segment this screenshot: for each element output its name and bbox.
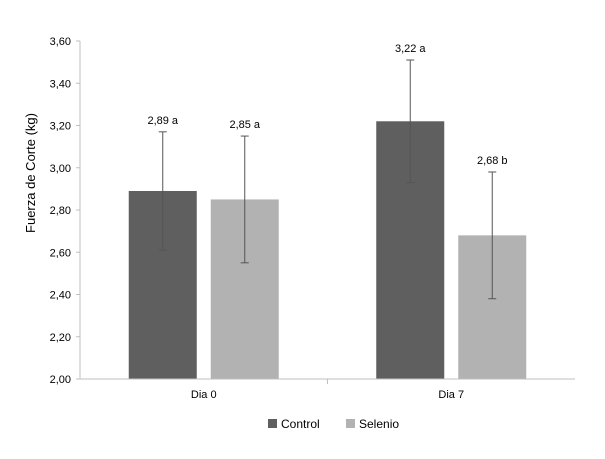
y-tick-label: 2,60: [50, 247, 71, 259]
y-tick-label: 2,40: [50, 290, 71, 302]
legend-swatch-selenio: [346, 419, 355, 428]
data-label: 2,85 a: [229, 119, 260, 131]
y-tick-label: 2,20: [50, 332, 71, 344]
x-axis: Dia 0 Dia 7: [80, 378, 575, 401]
legend-label-control: Control: [281, 417, 320, 431]
data-label: 3,22 a: [395, 43, 426, 55]
data-label: 2,68 b: [477, 155, 508, 167]
legend-swatch-control: [268, 419, 277, 428]
data-label: 2,89 a: [147, 115, 178, 127]
error-bars: [158, 59, 497, 300]
y-tick-label: 2,00: [50, 374, 71, 386]
y-axis: 2,00 2,20 2,40 2,60 2,80 3,00 3,20 3,40 3,60: [50, 36, 81, 386]
legend: Control Selenio: [268, 417, 399, 431]
x-category-label: Dia 7: [438, 389, 464, 401]
y-tick-label: 2,80: [50, 205, 71, 217]
legend-label-selenio: Selenio: [359, 417, 399, 431]
bars: [128, 121, 527, 380]
y-tick-label: 3,20: [50, 121, 71, 133]
y-tick-label: 3,40: [50, 78, 71, 90]
y-axis-title: Fuerza de Corte (kg): [23, 113, 38, 233]
y-tick-label: 3,00: [50, 163, 71, 175]
data-labels: 2,89 a 2,85 a 3,22 a 2,68 b: [147, 43, 507, 167]
y-tick-label: 3,60: [50, 36, 71, 48]
x-category-label: Dia 0: [191, 389, 217, 401]
